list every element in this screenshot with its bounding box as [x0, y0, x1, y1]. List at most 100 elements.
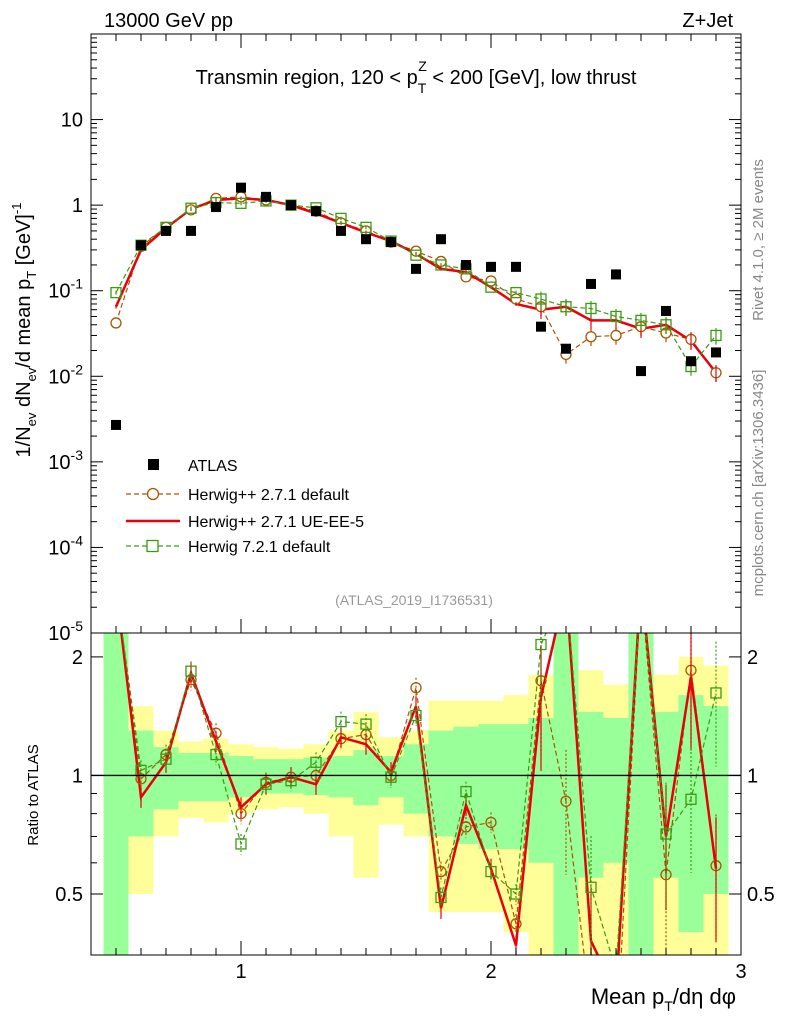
herwig7-default-ratio-point — [485, 865, 497, 878]
ratio-band-green — [478, 724, 504, 850]
herwig7-default-point — [710, 329, 722, 342]
ratio-y-tick-label: 2 — [72, 647, 83, 669]
herwig7-default-ratio-point — [210, 748, 222, 761]
mcplots-source-label: mcplots.cern.ch [arXiv:1306.3436] — [750, 370, 767, 597]
legend: ATLAS Herwig++ 2.7.1 default Herwig++ 2.7.… — [126, 458, 364, 556]
atlas-data-point — [436, 234, 446, 245]
herwig7-default-point — [235, 197, 247, 209]
herwig7-default-line — [115, 200, 717, 368]
atlas-data-point — [611, 269, 621, 280]
herwigpp-default-ratio-point — [510, 918, 522, 930]
herwig7-default-ratio-point — [360, 718, 372, 730]
herwig7-default-ratio-point — [585, 881, 597, 893]
atlas-data-point — [486, 261, 496, 272]
atlas-data-point — [561, 343, 571, 354]
herwigpp-default-ratio-point — [410, 682, 422, 694]
herwigpp-default-ratio-point — [435, 865, 447, 878]
y-tick-label: 10 — [61, 110, 83, 132]
y-tick-label: 10-4 — [48, 532, 83, 559]
legend-label-herwigpp-ueee5: Herwig++ 2.7.1 UE-EE-5 — [188, 514, 364, 531]
herwigpp-default-line — [115, 196, 717, 374]
chart-title: Transmin region, 120 < pTZ < 200 [GeV], … — [196, 58, 637, 96]
ratio-y-tick-label: 0.5 — [55, 884, 83, 906]
atlas-data-point — [536, 321, 546, 332]
herwig7-default-ratio-point — [535, 638, 547, 651]
ratio-y-tick-label-right: 0.5 — [747, 884, 775, 906]
atlas-data-point — [711, 347, 721, 358]
atlas-data-point — [111, 419, 121, 430]
atlas-data-point — [686, 356, 696, 367]
ratio-y-tick-label: 1 — [72, 765, 83, 787]
atlas-data-point — [261, 191, 271, 202]
herwig7-default-point — [435, 259, 447, 271]
x-axis-label: Mean pT/dη dφ — [591, 984, 736, 1014]
ratio-band-green — [103, 633, 129, 955]
legend-marker-herwig7-default — [146, 539, 159, 553]
x-tick-label: 1 — [235, 961, 246, 983]
herwig7-default-point — [410, 249, 422, 261]
herwigpp-default-ratio-point — [560, 795, 572, 807]
ratio-y-axis-label: Ratio to ATLAS — [25, 744, 42, 845]
ratio-band-green — [353, 750, 379, 806]
herwig7-default-ratio-point — [460, 785, 472, 798]
herwigpp-default-point — [610, 329, 622, 342]
atlas-data-point — [361, 234, 371, 245]
ratio-y-tick-label-right: 2 — [747, 647, 758, 669]
herwig7-default-ratio-point — [660, 828, 672, 840]
herwig7-default-point — [560, 301, 572, 313]
atlas-data-point — [211, 202, 221, 213]
atlas-data-point — [511, 261, 521, 272]
x-tick-label: 3 — [735, 961, 746, 983]
atlas-data-point — [461, 259, 471, 270]
x-tick-label: 2 — [485, 961, 496, 983]
ratio-panel-series — [120, 633, 722, 955]
atlas-data-point — [136, 240, 146, 251]
herwig7-default-ratio-point — [160, 753, 172, 765]
atlas-data-point — [386, 237, 396, 248]
herwig7-default-ratio-point — [685, 793, 697, 805]
legend-marker-herwigpp-default — [146, 487, 160, 501]
ratio-band-green — [428, 730, 454, 837]
analysis-watermark: (ATLAS_2019_I1736531) — [335, 592, 493, 608]
ratio-band-green — [578, 711, 604, 878]
ratio-band-green — [178, 753, 204, 802]
rivet-version-label: Rivet 4.1.0, ≥ 2M events — [750, 159, 767, 321]
y-tick-label: 10-2 — [48, 361, 83, 388]
herwig7-default-ratio-point — [310, 756, 322, 768]
herwig7-default-ratio-point — [235, 838, 247, 850]
herwig7-default-point — [485, 281, 497, 293]
herwig7-default-point — [635, 314, 647, 327]
herwig7-default-point — [335, 212, 347, 225]
herwig7-default-ratio-point — [185, 665, 197, 677]
main-panel-axes: 10-5 10-4 10-3 10-2 10-1 1 10 — [48, 33, 742, 645]
herwig7-default-ratio-point — [435, 891, 447, 904]
herwig7-default-point — [535, 293, 547, 305]
herwig7-default-point — [110, 286, 122, 299]
herwig7-default-ratio-point — [410, 709, 422, 722]
atlas-data-point — [411, 263, 421, 274]
process-label: Z+Jet — [682, 10, 733, 32]
legend-label-herwigpp-default: Herwig++ 2.7.1 default — [188, 487, 350, 504]
y-tick-label: 10-1 — [48, 276, 83, 303]
main-panel-series — [110, 182, 722, 430]
y-tick-label: 10-3 — [48, 447, 83, 474]
main-y-axis-label: 1/Nev dNev/d mean pT [GeV]-1 — [9, 203, 39, 458]
atlas-data-point — [336, 225, 346, 236]
atlas-data-point — [236, 182, 246, 193]
atlas-data-point — [586, 278, 596, 289]
energy-label: 13000 GeV pp — [104, 10, 233, 32]
ratio-panel-axes: 0.5 0.5 1 1 2 2 1 2 3 — [55, 632, 775, 983]
legend-label-atlas: ATLAS — [188, 458, 238, 475]
herwig7-default-point — [360, 221, 372, 234]
legend-marker-atlas — [148, 459, 159, 470]
ratio-clip-group — [120, 633, 722, 955]
atlas-data-point — [661, 305, 671, 316]
herwigpp-default-ratio-point — [460, 821, 472, 833]
herwig7-default-ratio-point — [510, 888, 522, 900]
atlas-data-point — [311, 206, 321, 217]
atlas-data-point — [636, 366, 646, 377]
herwig7-default-point — [610, 310, 622, 323]
legend-label-herwig7-default: Herwig 7.2.1 default — [188, 539, 331, 556]
y-tick-label: 10-5 — [48, 618, 83, 645]
